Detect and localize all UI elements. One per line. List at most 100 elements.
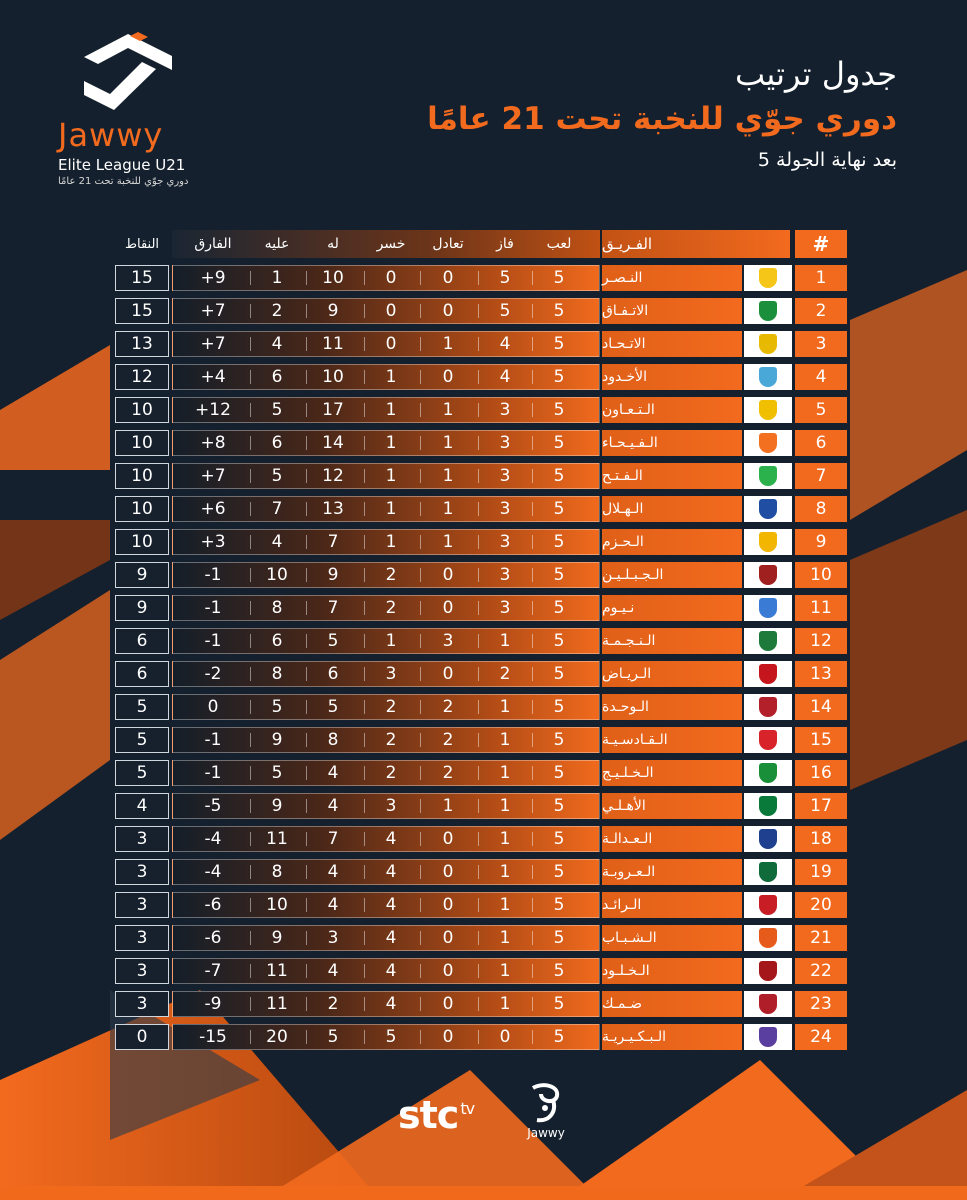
column-divider xyxy=(306,370,307,384)
row-lost: 2 xyxy=(385,697,397,717)
stc-tv-logo: stc tv xyxy=(398,1093,475,1137)
column-divider xyxy=(478,1030,479,1044)
column-divider xyxy=(250,931,251,945)
column-divider xyxy=(364,568,365,582)
column-divider xyxy=(478,568,479,582)
column-divider xyxy=(420,469,421,483)
column-divider xyxy=(478,733,479,747)
team-crest-icon xyxy=(759,532,777,552)
row-rank: 18 xyxy=(795,826,847,852)
row-rank: 11 xyxy=(795,595,847,621)
title-standings: جدول ترتيب xyxy=(735,55,897,93)
row-ga: 11 xyxy=(266,961,288,981)
row-team-name: الـجـبـلـيـن xyxy=(602,562,742,588)
row-lost: 4 xyxy=(385,928,397,948)
column-divider xyxy=(532,370,533,384)
column-divider xyxy=(532,997,533,1011)
row-team-name: النـصـر xyxy=(602,265,742,291)
column-divider xyxy=(532,832,533,846)
row-team-crest xyxy=(744,595,792,621)
column-divider xyxy=(250,865,251,879)
logo-subtitle: Elite League U21 xyxy=(58,156,186,174)
row-lost: 4 xyxy=(385,829,397,849)
column-divider xyxy=(478,502,479,516)
row-rank: 15 xyxy=(795,727,847,753)
team-crest-icon xyxy=(759,862,777,882)
row-team-name: الـوحـدة xyxy=(602,694,742,720)
column-divider xyxy=(532,271,533,285)
team-crest-icon xyxy=(759,598,777,618)
row-gf: 9 xyxy=(327,565,339,585)
row-drawn: 1 xyxy=(442,400,454,420)
row-team-crest xyxy=(744,859,792,885)
row-team-name: الـتـعـاون xyxy=(602,397,742,423)
jawwy-arabic-mark-icon xyxy=(531,1083,560,1123)
row-gd: +7 xyxy=(200,334,226,354)
column-divider xyxy=(420,601,421,615)
row-played: 5 xyxy=(553,862,565,882)
row-drawn: 0 xyxy=(442,928,454,948)
column-divider xyxy=(364,436,365,450)
row-gd: -2 xyxy=(204,664,222,684)
row-won: 1 xyxy=(499,829,511,849)
column-divider xyxy=(364,931,365,945)
row-won: 4 xyxy=(499,367,511,387)
row-played: 5 xyxy=(553,1027,565,1047)
column-divider xyxy=(306,535,307,549)
row-played: 5 xyxy=(553,400,565,420)
row-gd: +12 xyxy=(195,400,231,420)
row-team-crest xyxy=(744,463,792,489)
column-divider xyxy=(250,997,251,1011)
column-divider xyxy=(420,799,421,813)
row-ga: 4 xyxy=(271,532,283,552)
row-played: 5 xyxy=(553,598,565,618)
row-stats-bar xyxy=(172,529,600,555)
row-rank: 8 xyxy=(795,496,847,522)
header-points: النقاط xyxy=(124,236,160,252)
column-divider xyxy=(532,799,533,813)
row-ga: 6 xyxy=(271,367,283,387)
header-stats-bar xyxy=(172,230,600,258)
column-divider xyxy=(532,964,533,978)
column-divider xyxy=(420,304,421,318)
column-divider xyxy=(306,964,307,978)
column-divider xyxy=(532,931,533,945)
column-divider xyxy=(532,304,533,318)
row-rank: 14 xyxy=(795,694,847,720)
column-divider xyxy=(306,766,307,780)
row-lost: 4 xyxy=(385,862,397,882)
row-team-crest xyxy=(744,397,792,423)
row-rank: 9 xyxy=(795,529,847,555)
column-divider xyxy=(478,337,479,351)
row-team-crest xyxy=(744,298,792,324)
column-divider xyxy=(250,403,251,417)
column-divider xyxy=(420,535,421,549)
row-gd: -4 xyxy=(204,829,222,849)
column-divider xyxy=(250,535,251,549)
column-divider xyxy=(250,898,251,912)
row-gf: 4 xyxy=(327,895,339,915)
row-gf: 4 xyxy=(327,862,339,882)
row-drawn: 1 xyxy=(442,499,454,519)
row-rank: 19 xyxy=(795,859,847,885)
row-rank: 21 xyxy=(795,925,847,951)
row-stats-bar xyxy=(172,331,600,357)
column-divider xyxy=(532,436,533,450)
column-divider xyxy=(532,766,533,780)
row-team-crest xyxy=(744,430,792,456)
row-lost: 1 xyxy=(385,367,397,387)
row-team-name: الـحـزم xyxy=(602,529,742,555)
column-divider xyxy=(532,502,533,516)
row-stats-bar xyxy=(172,496,600,522)
column-divider xyxy=(532,535,533,549)
column-divider xyxy=(420,403,421,417)
row-ga: 4 xyxy=(271,334,283,354)
row-points: 3 xyxy=(115,958,169,984)
row-won: 3 xyxy=(499,466,511,486)
row-lost: 1 xyxy=(385,466,397,486)
row-drawn: 0 xyxy=(442,268,454,288)
row-team-crest xyxy=(744,727,792,753)
row-played: 5 xyxy=(553,730,565,750)
row-points: 10 xyxy=(115,430,169,456)
team-crest-icon xyxy=(759,796,777,816)
